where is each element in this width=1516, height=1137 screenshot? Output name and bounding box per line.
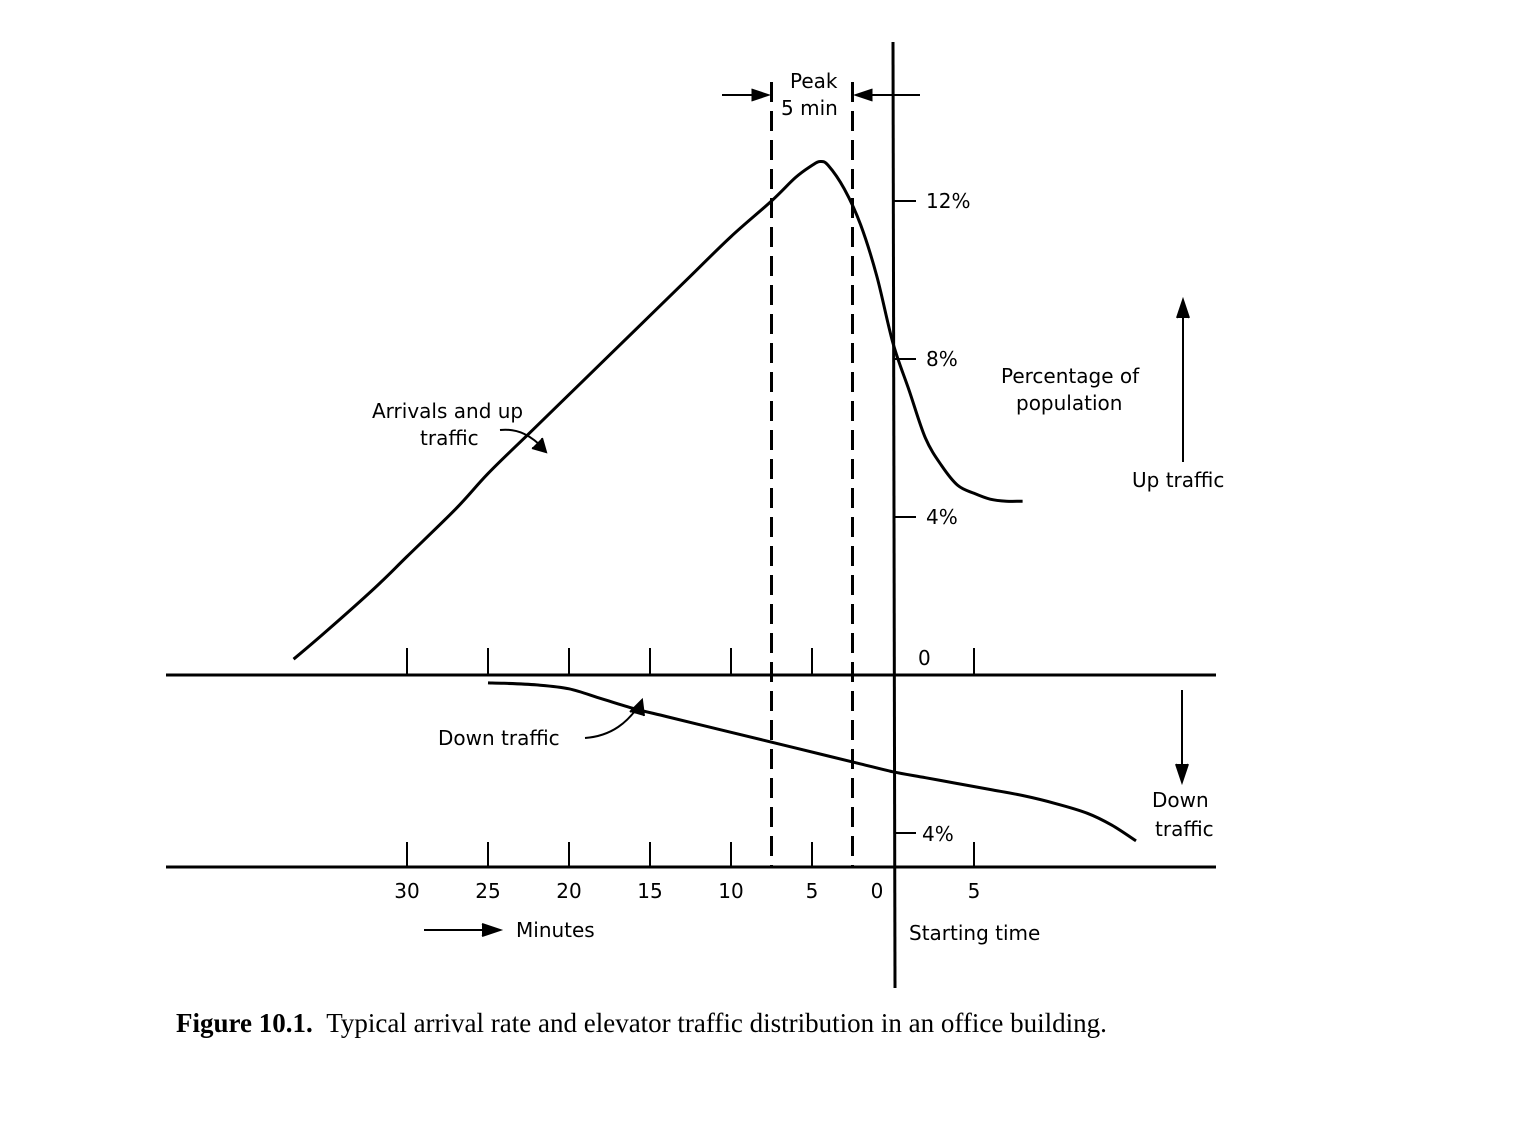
- series-layer: [292, 159, 1137, 843]
- up-traffic-label: Up traffic: [1132, 468, 1224, 492]
- arrivals-up-traffic-line: [292, 159, 1023, 661]
- minutes-label: Minutes: [516, 918, 595, 942]
- direction-arrows: [424, 296, 1190, 937]
- percentage-label-line1: Percentage of: [1001, 364, 1140, 388]
- minutes-arrowhead-icon: [481, 923, 504, 937]
- down-traffic-axis-label-line1: Down: [1152, 788, 1209, 812]
- arrivals-pointer-head-icon: [531, 437, 548, 454]
- up-axis-tick-label: 4%: [926, 505, 958, 529]
- x-tick-label: 30: [394, 879, 419, 903]
- caption-label: Figure 10.1.: [176, 1008, 313, 1038]
- down-traffic-axis-label-line2: traffic: [1155, 817, 1214, 841]
- down-arrowhead-icon: [1175, 763, 1189, 786]
- arrivals-label-line1: Arrivals and up: [372, 399, 523, 423]
- x-tick-label: 25: [475, 879, 500, 903]
- up-arrowhead-icon: [1176, 296, 1190, 319]
- caption-text: Typical arrival rate and elevator traffi…: [326, 1008, 1107, 1038]
- peak-right-arrowhead-icon: [852, 88, 873, 102]
- peak-label-line1: Peak: [790, 69, 838, 93]
- down-pointer-head-icon: [629, 697, 645, 717]
- down-axis-tick-label: 4%: [922, 822, 954, 846]
- starting-time-label: Starting time: [909, 921, 1040, 945]
- x-tick-label: 0: [871, 879, 884, 903]
- figure-caption: Figure 10.1. Typical arrival rate and el…: [176, 1008, 1376, 1039]
- up-axis-ticks: 0 4% 8% 12% 4%: [894, 189, 970, 846]
- down-traffic-line: [487, 681, 1137, 843]
- peak-label-line2: 5 min: [781, 96, 838, 120]
- annotations: Percentage of population Up traffic Down…: [372, 69, 1224, 945]
- peak-window: [722, 82, 920, 867]
- x-tick-label: 15: [637, 879, 662, 903]
- up-axis-tick-label: 0: [918, 646, 931, 670]
- x-tick-label: 5: [968, 879, 981, 903]
- x-tick-label: 5: [806, 879, 819, 903]
- up-axis-tick-label: 8%: [926, 347, 958, 371]
- time-axis-ticks: 30 25 20 15 10 5 0 5: [394, 648, 980, 903]
- starting-time-axis: [891, 41, 897, 989]
- arrivals-label-line2: traffic: [420, 426, 479, 450]
- up-axis-tick-label: 12%: [926, 189, 970, 213]
- down-traffic-curve-label: Down traffic: [438, 726, 560, 750]
- percentage-label-line2: population: [1016, 391, 1122, 415]
- axes: [166, 41, 1216, 989]
- x-tick-label: 20: [556, 879, 581, 903]
- peak-left-arrowhead-icon: [751, 88, 772, 102]
- x-tick-label: 10: [718, 879, 743, 903]
